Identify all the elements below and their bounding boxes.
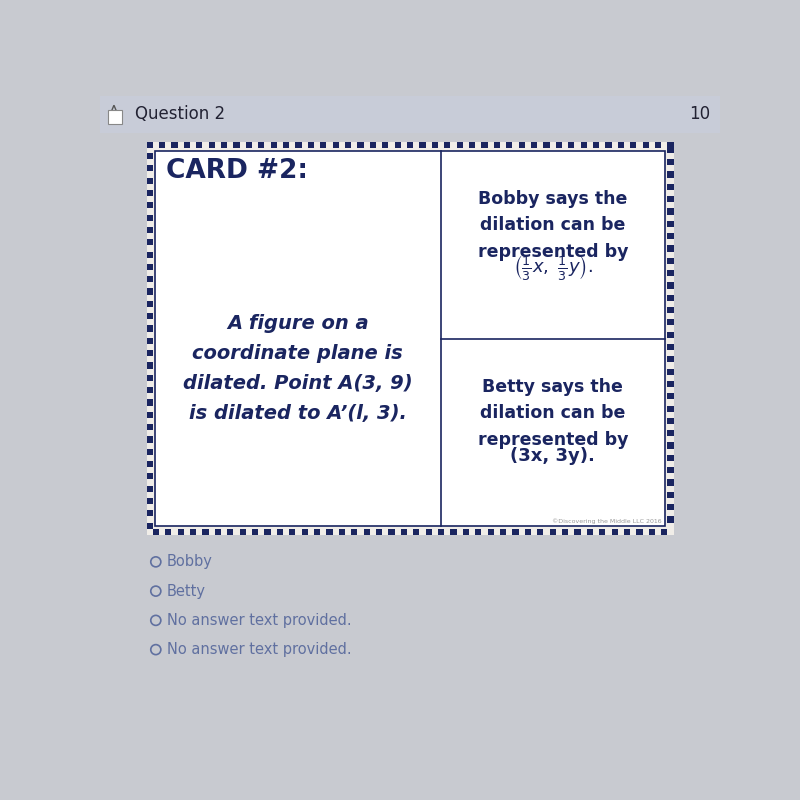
- Bar: [550, 529, 556, 535]
- Bar: [667, 246, 674, 251]
- Bar: [667, 344, 674, 350]
- Bar: [667, 209, 674, 214]
- Text: Bobby says the
dilation can be
represented by: Bobby says the dilation can be represent…: [478, 190, 628, 261]
- Bar: [239, 529, 246, 535]
- Bar: [487, 529, 494, 535]
- Bar: [469, 142, 475, 148]
- Bar: [388, 529, 394, 535]
- Bar: [184, 142, 190, 148]
- Text: A figure on a
coordinate plane is
dilated. Point A(3, 9)
is dilated to A’(l, 3).: A figure on a coordinate plane is dilate…: [183, 314, 413, 423]
- Bar: [667, 381, 674, 387]
- Bar: [146, 362, 153, 369]
- Bar: [512, 529, 518, 535]
- Bar: [667, 517, 674, 522]
- Bar: [667, 319, 674, 326]
- Bar: [227, 529, 234, 535]
- Bar: [426, 529, 432, 535]
- Bar: [667, 307, 674, 313]
- Bar: [562, 529, 568, 535]
- Bar: [171, 142, 178, 148]
- Bar: [543, 142, 550, 148]
- Bar: [482, 142, 487, 148]
- Bar: [667, 492, 674, 498]
- Bar: [413, 529, 419, 535]
- Bar: [146, 264, 153, 270]
- Bar: [556, 142, 562, 148]
- Bar: [667, 394, 674, 399]
- Bar: [593, 142, 599, 148]
- Bar: [363, 529, 370, 535]
- Bar: [667, 356, 674, 362]
- Bar: [655, 142, 661, 148]
- Text: ©Discovering the Middle LLC 2016: ©Discovering the Middle LLC 2016: [552, 518, 662, 524]
- Bar: [283, 142, 289, 148]
- Bar: [221, 142, 227, 148]
- Bar: [537, 529, 543, 535]
- Bar: [568, 142, 574, 148]
- Bar: [370, 142, 376, 148]
- Bar: [146, 350, 153, 356]
- Bar: [146, 449, 153, 455]
- Text: No answer text provided.: No answer text provided.: [166, 642, 351, 657]
- Bar: [146, 142, 674, 535]
- Bar: [525, 529, 531, 535]
- Bar: [146, 522, 153, 529]
- Bar: [146, 239, 153, 246]
- Bar: [667, 479, 674, 486]
- Text: (3x, 3y).: (3x, 3y).: [510, 446, 595, 465]
- Bar: [146, 399, 153, 406]
- Bar: [165, 529, 171, 535]
- Bar: [146, 301, 153, 307]
- Bar: [146, 251, 153, 258]
- Bar: [100, 96, 720, 133]
- Text: Question 2: Question 2: [135, 106, 225, 123]
- Bar: [295, 142, 302, 148]
- Bar: [146, 474, 153, 479]
- Bar: [500, 529, 506, 535]
- Bar: [667, 221, 674, 227]
- Bar: [146, 374, 153, 381]
- Bar: [209, 142, 214, 148]
- Bar: [444, 142, 450, 148]
- Bar: [667, 467, 674, 474]
- Bar: [333, 142, 338, 148]
- Bar: [146, 178, 153, 184]
- Bar: [358, 142, 363, 148]
- Bar: [252, 529, 258, 535]
- Text: $\left(\frac{1}{3}x,\ \frac{1}{3}y\right).$: $\left(\frac{1}{3}x,\ \frac{1}{3}y\right…: [513, 254, 593, 282]
- Bar: [146, 142, 153, 148]
- Bar: [667, 455, 674, 461]
- Bar: [667, 171, 674, 178]
- Bar: [146, 289, 153, 294]
- Bar: [606, 142, 611, 148]
- Bar: [146, 276, 153, 282]
- Bar: [599, 529, 606, 535]
- Bar: [270, 142, 277, 148]
- Bar: [667, 294, 674, 301]
- Bar: [146, 166, 153, 171]
- Bar: [667, 504, 674, 510]
- Bar: [531, 142, 537, 148]
- Bar: [667, 142, 674, 148]
- Bar: [667, 196, 674, 202]
- Bar: [661, 529, 667, 535]
- Bar: [667, 147, 674, 153]
- Bar: [382, 142, 388, 148]
- Bar: [258, 142, 264, 148]
- Bar: [506, 142, 512, 148]
- Bar: [667, 159, 674, 166]
- Bar: [246, 142, 252, 148]
- Bar: [667, 258, 674, 264]
- Bar: [649, 529, 655, 535]
- Bar: [190, 529, 196, 535]
- Bar: [438, 529, 444, 535]
- Text: CARD #2:: CARD #2:: [166, 158, 308, 184]
- Bar: [146, 202, 153, 209]
- Bar: [155, 150, 665, 526]
- Bar: [667, 406, 674, 412]
- Text: 10: 10: [690, 106, 710, 123]
- Bar: [351, 529, 358, 535]
- Bar: [320, 142, 326, 148]
- Bar: [518, 142, 525, 148]
- Bar: [338, 529, 345, 535]
